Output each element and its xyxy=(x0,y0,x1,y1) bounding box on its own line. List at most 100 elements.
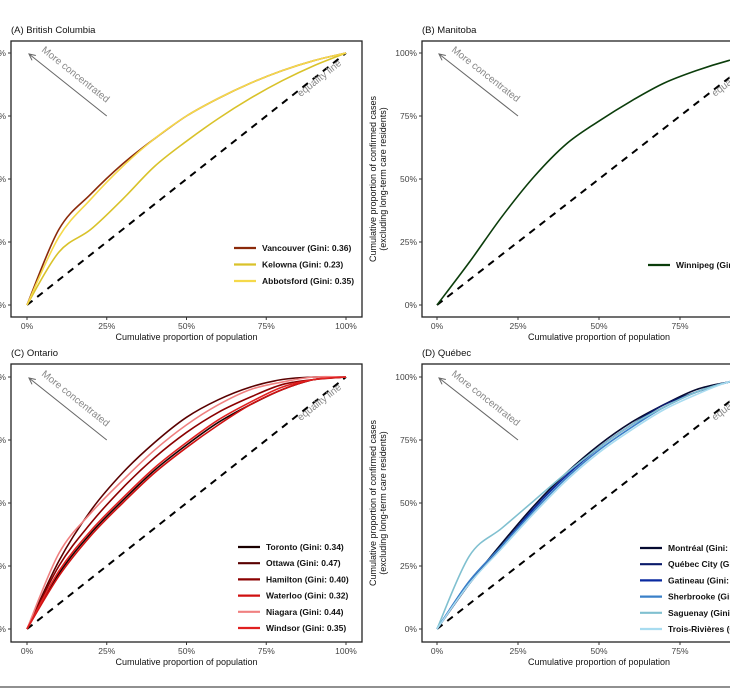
legend-label: Montréal (Gini: xyxy=(668,543,728,553)
panel-title: (C) Ontario xyxy=(11,348,58,359)
y-tick-label: 100% xyxy=(395,48,417,58)
y-tick-label: 50% xyxy=(400,174,417,184)
concentration-arrow xyxy=(438,377,519,441)
equality-line xyxy=(26,52,347,306)
x-tick-label: 25% xyxy=(509,321,526,331)
concentration-arrow xyxy=(438,53,519,117)
y-axis-title: Cumulative proportion of confirmed cases xyxy=(368,95,378,262)
y-tick-label: 75% xyxy=(400,435,417,445)
arrow-annotation: More concentrated xyxy=(449,369,521,429)
concentration-arrow xyxy=(28,53,108,117)
series-line xyxy=(436,380,730,630)
legend-label: Québec City (Gi xyxy=(668,559,730,569)
x-tick-label: 75% xyxy=(671,321,688,331)
x-tick-label: 100% xyxy=(335,646,357,656)
legend-label: Saguenay (Gini: xyxy=(668,608,730,618)
legend-label: Windsor (Gini: 0.35) xyxy=(266,623,346,633)
legend-label: Waterloo (Gini: 0.32) xyxy=(266,591,349,601)
y-axis-title-line2: (excluding long-term care residents) xyxy=(378,107,388,251)
x-tick-label: 75% xyxy=(671,646,688,656)
x-tick-label: 0% xyxy=(21,646,34,656)
legend-label: Trois-Rivières (G xyxy=(668,624,730,634)
x-axis-title: Cumulative proportion of population xyxy=(528,332,670,342)
y-tick-label: 25% xyxy=(400,237,417,247)
x-axis-title: Cumulative proportion of population xyxy=(528,657,670,667)
equality-line-label: equality line xyxy=(296,382,345,424)
plot-frame xyxy=(421,40,730,318)
x-tick-label: 50% xyxy=(590,646,607,656)
series-line xyxy=(26,52,347,306)
y-tick-label: 25% xyxy=(0,237,6,247)
x-tick-label: 25% xyxy=(509,646,526,656)
series-line xyxy=(26,376,347,630)
x-tick-label: 50% xyxy=(178,321,195,331)
x-tick-label: 75% xyxy=(258,646,275,656)
y-tick-label: 25% xyxy=(0,561,6,571)
x-axis-title: Cumulative proportion of population xyxy=(115,332,257,342)
arrow-annotation: More concentrated xyxy=(449,45,521,105)
arrow-head-icon xyxy=(28,377,36,385)
panel-title: (A) British Columbia xyxy=(11,25,96,36)
x-tick-label: 25% xyxy=(98,646,115,656)
y-tick-label: 0% xyxy=(405,300,418,310)
panel-title: (D) Québec xyxy=(422,348,471,359)
legend-label: Ottawa (Gini: 0.47) xyxy=(266,558,341,568)
series-line xyxy=(26,376,347,630)
legend-label: Toronto (Gini: 0.34) xyxy=(266,542,344,552)
y-tick-label: 100% xyxy=(0,372,6,382)
y-tick-label: 100% xyxy=(395,372,417,382)
legend-label: Hamilton (Gini: 0.40) xyxy=(266,574,349,584)
y-tick-label: 50% xyxy=(0,174,6,184)
y-tick-label: 75% xyxy=(0,435,6,445)
series-line xyxy=(26,376,347,630)
series-line xyxy=(26,375,347,630)
y-tick-label: 25% xyxy=(400,561,417,571)
arrow-annotation: More concentrated xyxy=(39,369,111,430)
x-tick-label: 0% xyxy=(21,321,34,331)
equality-line xyxy=(26,376,347,630)
concentration-arrow xyxy=(28,377,108,441)
y-axis-title-line2: (excluding long-term care residents) xyxy=(378,431,388,575)
series-line xyxy=(436,380,730,630)
y-tick-label: 75% xyxy=(0,111,6,121)
arrow-head-icon xyxy=(28,53,36,61)
y-tick-label: 75% xyxy=(400,111,417,121)
x-axis-title: Cumulative proportion of population xyxy=(115,657,257,667)
y-tick-label: 0% xyxy=(405,624,418,634)
legend-label: Sherbrooke (Gin xyxy=(668,592,730,602)
y-axis-title: Cumulative proportion of confirmed cases xyxy=(368,419,378,586)
legend-label: Kelowna (Gini: 0.23) xyxy=(262,260,343,270)
series-line xyxy=(436,59,730,306)
x-tick-label: 0% xyxy=(431,321,444,331)
y-tick-label: 100% xyxy=(0,48,6,58)
arrow-head-icon xyxy=(438,53,446,61)
series-line xyxy=(26,376,347,630)
x-tick-label: 25% xyxy=(98,321,115,331)
panel-2: (C) Ontario 0% 25% 50% 75% 100% 0% 25% 50% 75% 100… xyxy=(0,348,363,667)
y-tick-label: 0% xyxy=(0,300,6,310)
arrow-annotation: More concentrated xyxy=(39,45,111,106)
y-tick-label: 50% xyxy=(0,498,6,508)
x-tick-label: 75% xyxy=(258,321,275,331)
panel-3: (D) Québec0%25%50%75%100%0%25%50%75%100%… xyxy=(368,348,730,667)
equality-line xyxy=(436,399,730,630)
equality-line xyxy=(436,75,730,306)
x-tick-label: 50% xyxy=(178,646,195,656)
legend-label: Gatineau (Gini: xyxy=(668,575,729,585)
panel-title: (B) Manitoba xyxy=(422,25,477,36)
series-line xyxy=(26,52,347,306)
legend-label: Winnipeg (Gini xyxy=(676,260,730,270)
panel-0: (A) British Columbia 0% 25% 50% 75% 100% 0% 25%… xyxy=(0,25,363,342)
y-tick-label: 0% xyxy=(0,624,6,634)
equality-line-label: equality line xyxy=(710,58,730,99)
legend-label: Vancouver (Gini: 0.36) xyxy=(262,243,351,253)
x-tick-label: 0% xyxy=(431,646,444,656)
legend-label: Abbotsford (Gini: 0.35) xyxy=(262,276,354,286)
arrow-head-icon xyxy=(438,377,446,385)
x-tick-label: 100% xyxy=(335,321,357,331)
panel-1: (B) Manitoba0%25%50%75%100%0%25%50%75%10… xyxy=(368,25,730,342)
x-tick-label: 50% xyxy=(590,321,607,331)
legend-label: Niagara (Gini: 0.44) xyxy=(266,607,344,617)
